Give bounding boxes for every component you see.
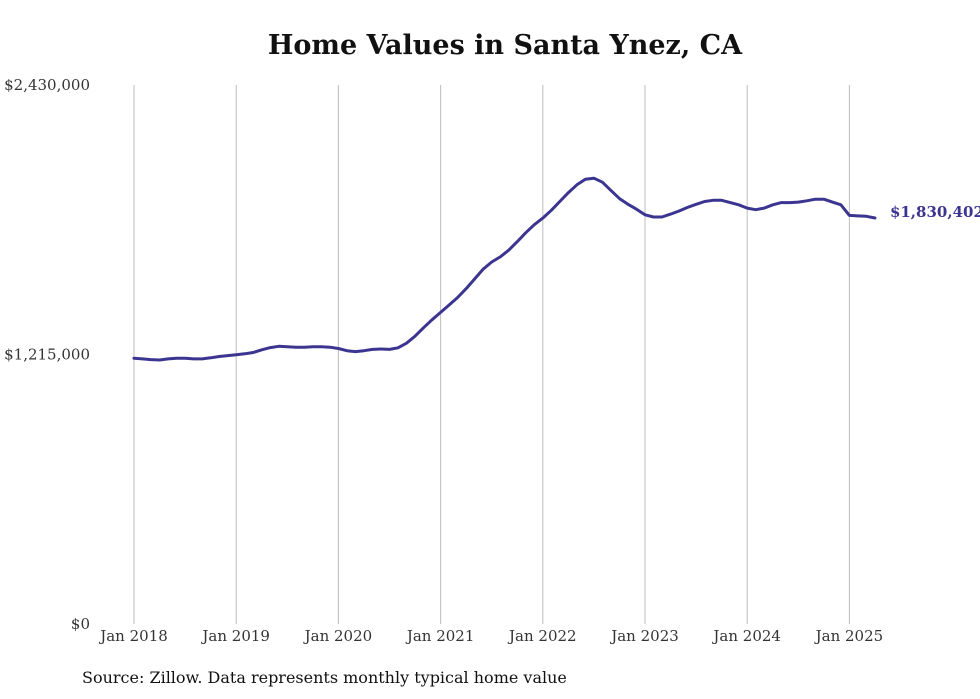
y-tick-label: $0 xyxy=(71,615,90,633)
y-tick-label: $1,215,000 xyxy=(4,346,90,364)
x-tick-label: Jan 2022 xyxy=(507,627,577,645)
x-tick-label: Jan 2025 xyxy=(814,627,884,645)
x-tick-label: Jan 2023 xyxy=(609,627,679,645)
y-axis-tick-labels: $0 $1,215,000 $2,430,000 xyxy=(4,76,90,633)
source-note: Source: Zillow. Data represents monthly … xyxy=(82,668,567,687)
series-end-label: $1,830,402 xyxy=(890,203,980,221)
x-tick-label: Jan 2019 xyxy=(200,627,270,645)
y-tick-label: $2,430,000 xyxy=(4,76,90,94)
x-tick-label: Jan 2021 xyxy=(405,627,475,645)
x-tick-label: Jan 2018 xyxy=(98,627,168,645)
series-layer: $1,830,402 xyxy=(132,176,980,362)
x-tick-label: Jan 2024 xyxy=(711,627,781,645)
x-tick-label: Jan 2020 xyxy=(303,627,373,645)
x-axis-tick-labels: Jan 2018 Jan 2019 Jan 2020 Jan 2021 Jan 2022… xyxy=(98,627,883,645)
series-line xyxy=(132,176,877,362)
chart-title: Home Values in Santa Ynez, CA xyxy=(267,30,743,61)
